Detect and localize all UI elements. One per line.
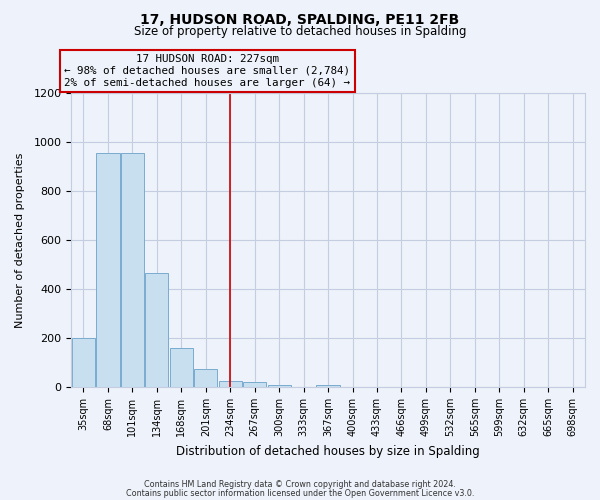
Text: Contains HM Land Registry data © Crown copyright and database right 2024.: Contains HM Land Registry data © Crown c… (144, 480, 456, 489)
Bar (145, 274, 169, 387)
Bar (96, 154, 119, 387)
X-axis label: Distribution of detached houses by size in Spalding: Distribution of detached houses by size … (176, 444, 480, 458)
Bar (218, 381, 242, 387)
Bar (243, 382, 266, 387)
Bar (121, 154, 144, 387)
Y-axis label: Number of detached properties: Number of detached properties (15, 152, 25, 328)
Bar (316, 384, 340, 387)
Text: 17 HUDSON ROAD: 227sqm
← 98% of detached houses are smaller (2,784)
2% of semi-d: 17 HUDSON ROAD: 227sqm ← 98% of detached… (64, 54, 350, 88)
Text: Contains public sector information licensed under the Open Government Licence v3: Contains public sector information licen… (126, 488, 474, 498)
Bar (194, 368, 217, 387)
Bar (268, 384, 291, 387)
Text: 17, HUDSON ROAD, SPALDING, PE11 2FB: 17, HUDSON ROAD, SPALDING, PE11 2FB (140, 12, 460, 26)
Text: Size of property relative to detached houses in Spalding: Size of property relative to detached ho… (134, 25, 466, 38)
Bar (72, 338, 95, 387)
Bar (170, 348, 193, 387)
